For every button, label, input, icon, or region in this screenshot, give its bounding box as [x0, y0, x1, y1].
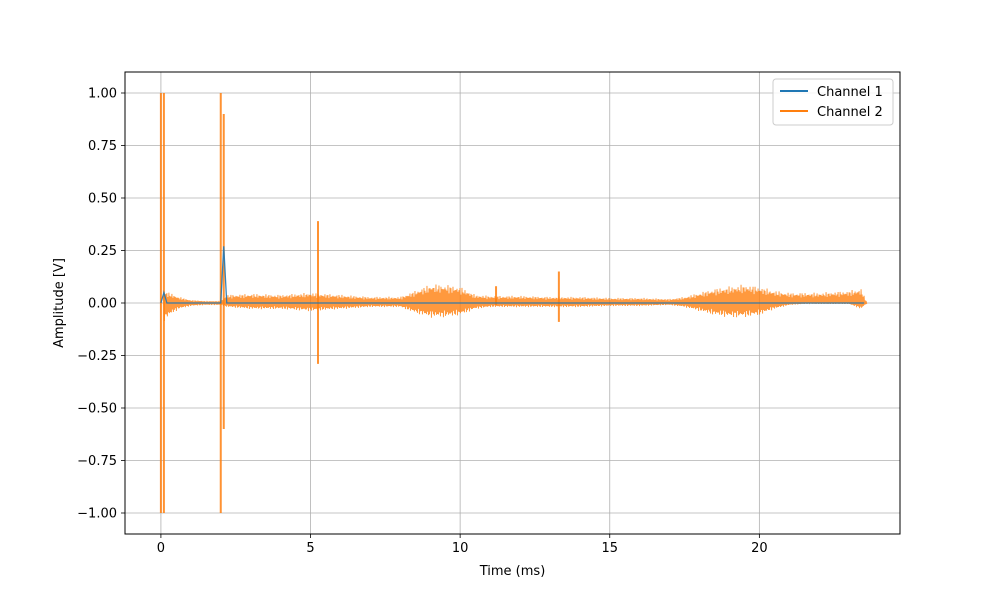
- y-tick-label: −0.25: [77, 349, 117, 364]
- x-tick-label: 15: [601, 541, 618, 556]
- y-tick-label: −0.75: [77, 454, 117, 469]
- series-channel-1-line: [160, 246, 865, 304]
- y-axis-label: Amplitude [V]: [52, 258, 67, 348]
- x-tick-label: 20: [751, 541, 768, 556]
- x-tick-label: 0: [157, 541, 165, 556]
- x-tick-label: 10: [452, 541, 469, 556]
- y-tick-label: 1.00: [88, 87, 117, 102]
- y-tick-label: −1.00: [77, 507, 117, 522]
- y-tick-label: 0.75: [88, 139, 117, 154]
- y-tick-label: 0.00: [88, 297, 117, 312]
- axis-ticks: 0 5 10 15 20 1.00 0.75 0.50 0.25 0.00 −0.25 −0.50 −0…: [77, 87, 767, 557]
- y-tick-label: −0.50: [77, 402, 117, 417]
- plot-series: [159, 93, 868, 513]
- x-axis-label: Time (ms): [479, 564, 546, 579]
- legend-label-channel-2: Channel 2: [817, 105, 883, 120]
- series-channel-2-band: [163, 284, 868, 322]
- x-tick-label: 5: [306, 541, 314, 556]
- legend-label-channel-1: Channel 1: [817, 85, 883, 100]
- legend: Channel 1 Channel 2: [772, 78, 894, 126]
- y-tick-label: 0.25: [88, 244, 117, 259]
- y-tick-label: 0.50: [88, 192, 117, 207]
